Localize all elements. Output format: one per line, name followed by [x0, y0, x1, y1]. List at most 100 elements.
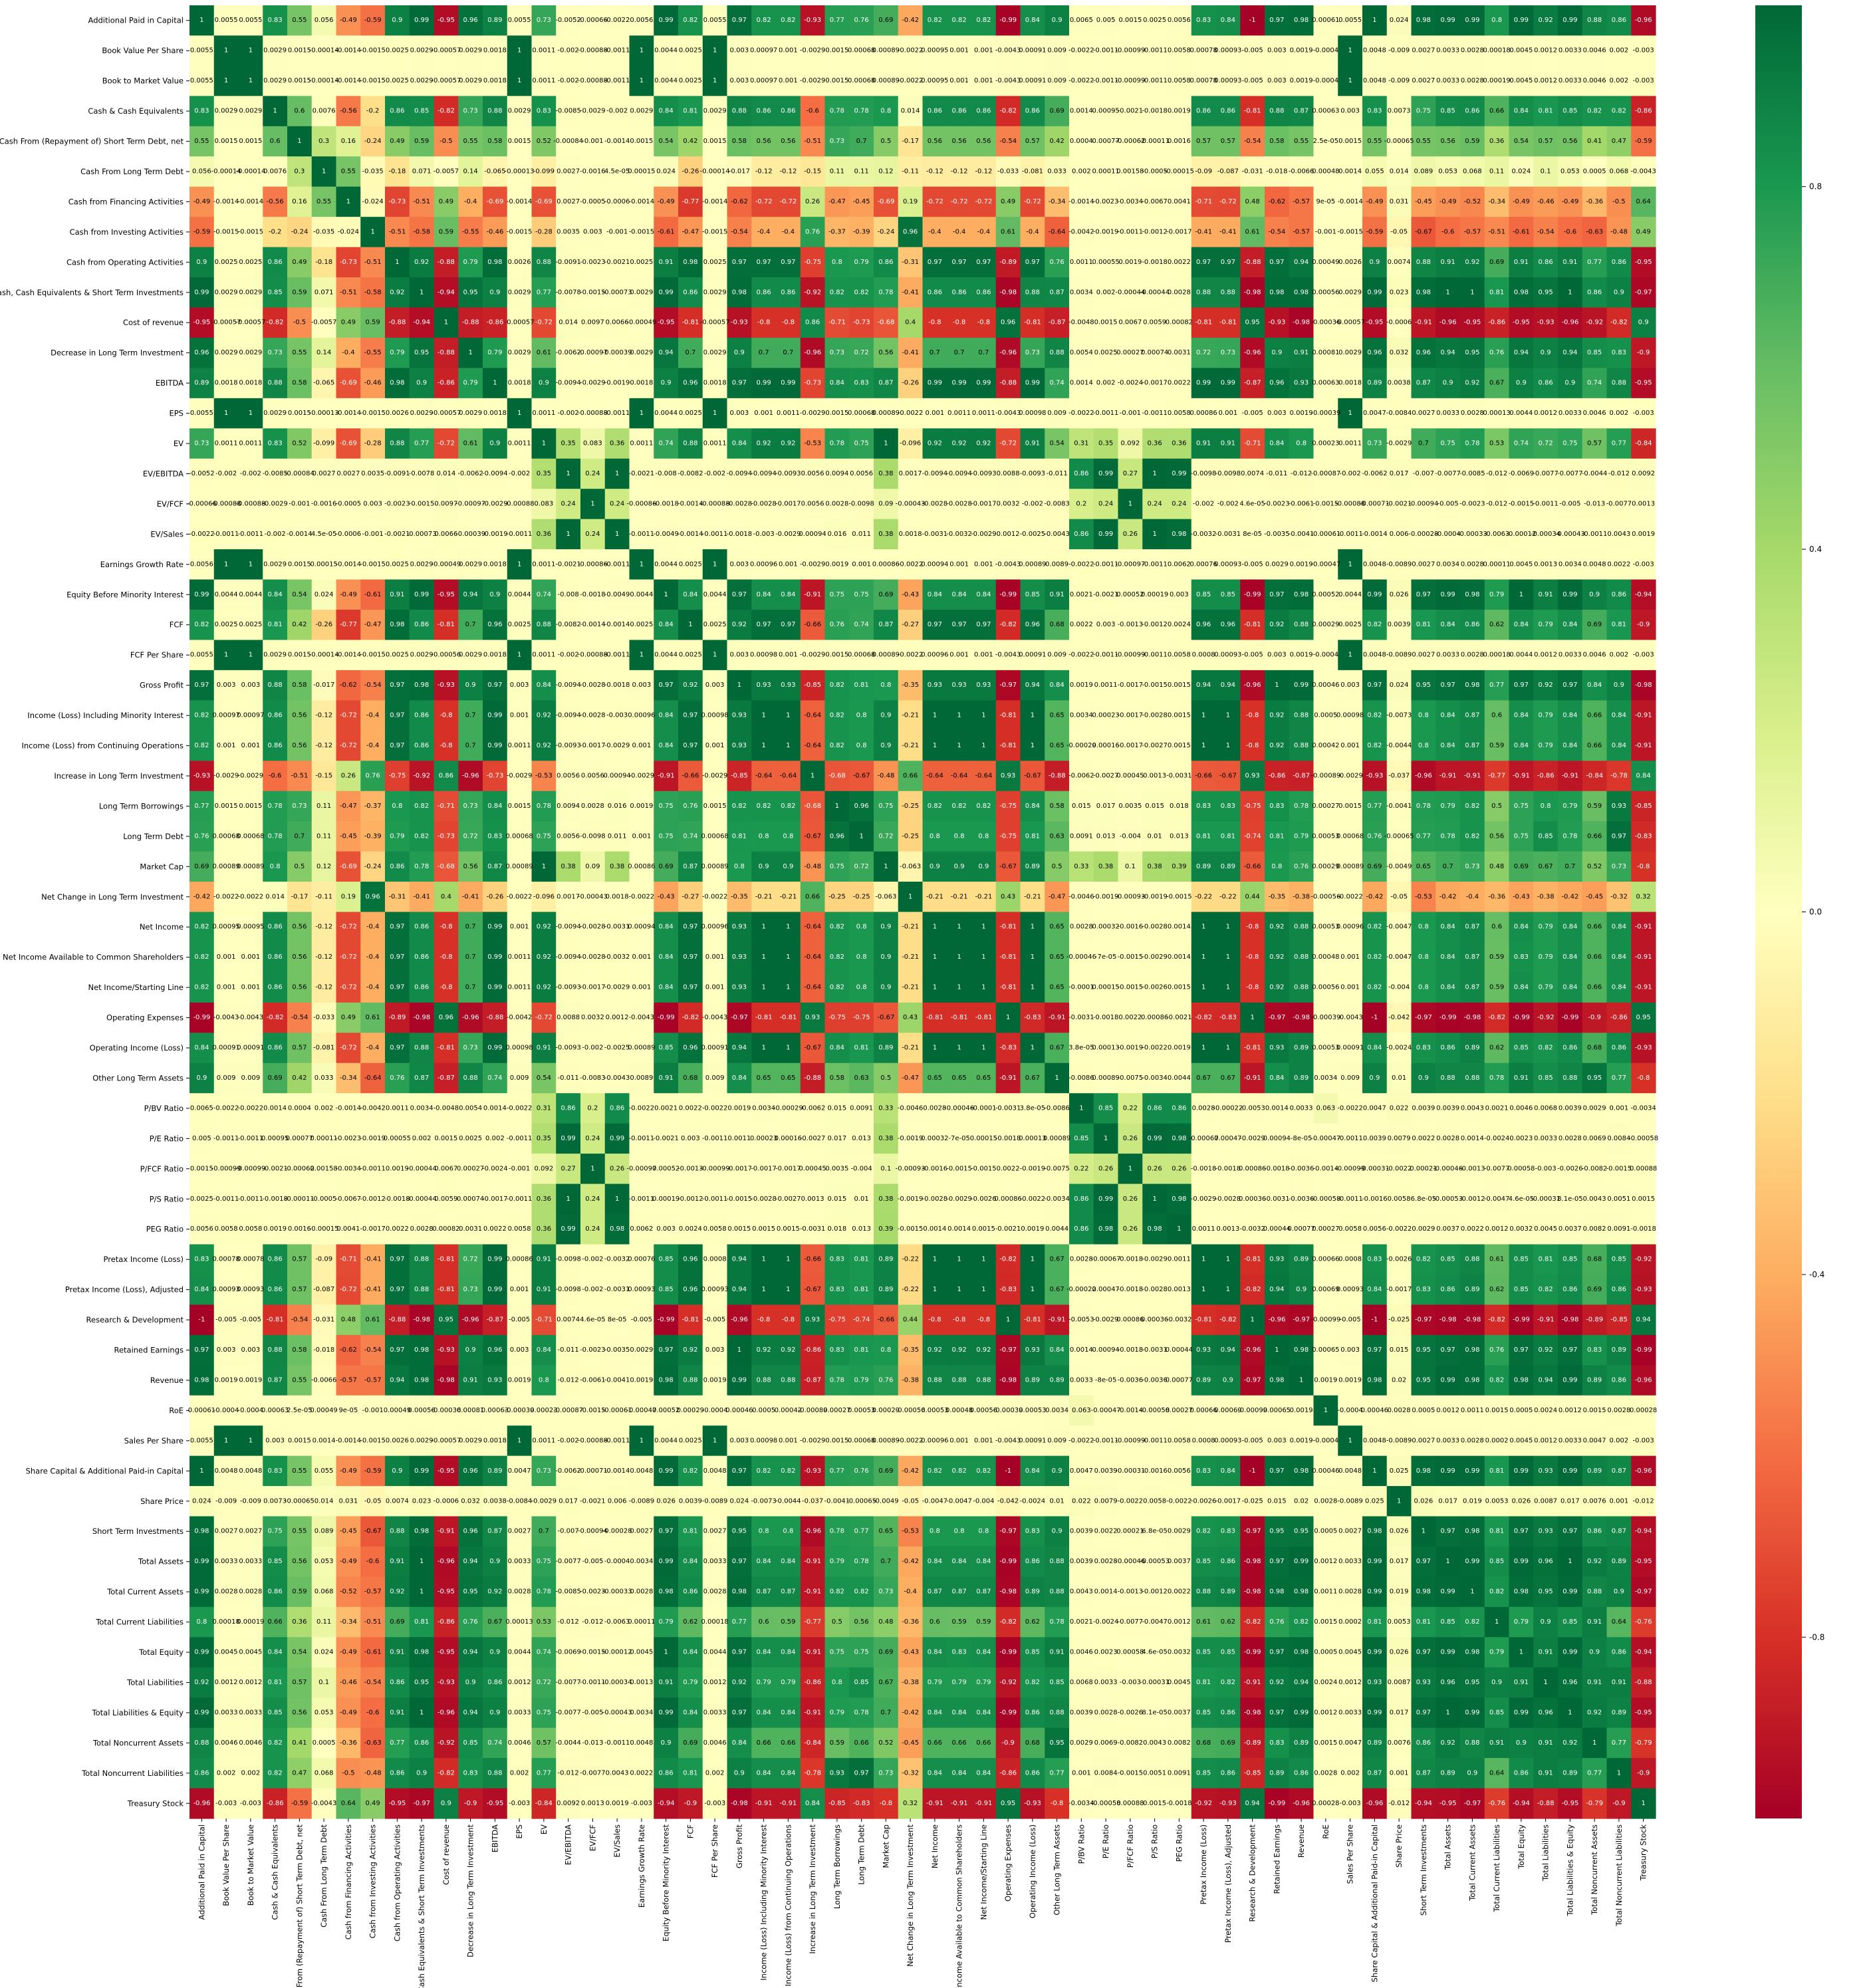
cell-value-label: 0.97: [951, 621, 966, 628]
cell-value-label: -0.0029: [800, 47, 826, 55]
cell-value-label: -0.001: [289, 500, 310, 507]
cell-value-label: 0.86: [1538, 380, 1553, 387]
cell-value-label: -0.00087: [1310, 470, 1340, 477]
cell-value-label: 0.77: [414, 440, 429, 447]
cell-value-label: 0.0097: [581, 319, 604, 326]
cell-value-label: 0.0011: [972, 410, 995, 417]
cell-value-label: 0.86: [951, 108, 966, 115]
cell-value-label: 0.16: [341, 138, 356, 145]
cell-value-label: 0.0011: [1338, 440, 1362, 447]
cell-value-label: -0.012: [1486, 470, 1507, 477]
cell-value-label: -0.0018: [727, 531, 753, 538]
cell-value-label: 0.0033: [1558, 47, 1582, 55]
cell-value-label: 0.0025: [679, 652, 702, 659]
heatmap-cell: [483, 5, 508, 37]
cell-value-label: -0.00056: [431, 652, 461, 659]
cell-value-label: -0.94: [413, 319, 430, 326]
cell-value-label: -0.00086: [626, 500, 656, 507]
cell-value-label: 0.86: [390, 108, 404, 115]
heatmap-cell: [1435, 35, 1461, 66]
cell-value-label: -0.51: [340, 289, 357, 296]
cell-value-label: 0.0046: [1583, 47, 1606, 55]
cell-value-label: 0.97: [732, 380, 747, 387]
cell-value-label: 0.00063: [1312, 380, 1339, 387]
cell-value-label: 0.54: [1514, 138, 1529, 145]
cell-value-label: -0.0011: [1142, 47, 1168, 55]
cell-value-label: -0.003: [753, 531, 775, 538]
cell-value-label: 0.81: [1612, 621, 1626, 628]
cell-value-label: 0.86: [756, 289, 771, 296]
cell-value-label: 0.85: [1221, 591, 1235, 598]
cell-value-label: 0.97: [732, 259, 747, 266]
cell-value-label: -0.18: [388, 168, 406, 175]
cell-value-label: 1: [615, 531, 619, 538]
cell-value-label: 1: [542, 440, 546, 447]
cell-value-label: 0.0029: [215, 289, 238, 296]
cell-value-label: -0.0014: [287, 531, 312, 538]
heatmap-cell: [238, 96, 263, 127]
cell-value-label: -0.0085: [1459, 470, 1485, 477]
cell-value-label: 0.78: [830, 440, 844, 447]
cell-value-label: 0.0044: [654, 560, 678, 568]
cell-value-label: 0.00029: [1312, 621, 1339, 628]
cell-value-label: 0.59: [292, 289, 307, 296]
cell-value-label: 0.97: [756, 621, 771, 628]
heatmap-cell: [1045, 65, 1070, 96]
cell-value-label: 0.0055: [190, 652, 213, 659]
cell-value-label: -0.018: [1266, 168, 1287, 175]
cell-value-label: 0.00089: [872, 77, 900, 84]
cell-value-label: -0.011: [1047, 470, 1068, 477]
cell-value-label: -0.00057: [431, 47, 461, 55]
heatmap-cell: [483, 35, 508, 66]
heatmap-cell: [1362, 65, 1388, 96]
cell-value-label: -0.2: [269, 228, 282, 235]
cell-value-label: 0.009: [1047, 652, 1066, 659]
cell-value-label: 0.0011: [532, 560, 555, 568]
cell-value-label: 0.9: [661, 380, 672, 387]
cell-value-label: 0.69: [1049, 108, 1064, 115]
cell-value-label: 0.0055: [190, 77, 213, 84]
cell-value-label: 0.55: [1416, 138, 1431, 145]
cell-value-label: -0.43: [902, 591, 919, 598]
cell-value-label: -0.77: [340, 621, 357, 628]
cell-value-label: -0.59: [193, 228, 210, 235]
cell-value-label: 0.0055: [239, 17, 262, 24]
cell-value-label: 0.0034: [1558, 560, 1582, 568]
cell-value-label: -0.0043: [995, 47, 1021, 55]
cell-value-label: 0.0025: [508, 621, 531, 628]
cell-value-label: 0.98: [1294, 289, 1308, 296]
cell-value-label: 0.59: [439, 228, 453, 235]
cell-value-label: 1: [370, 228, 374, 235]
cell-value-label: -0.0011: [1533, 500, 1558, 507]
cell-value-label: 0.96: [1269, 380, 1284, 387]
cell-value-label: -0.93: [804, 17, 821, 24]
cell-value-label: 0.83: [854, 380, 868, 387]
cell-value-label: 0.96: [1221, 621, 1235, 628]
cell-value-label: 0.97: [1269, 17, 1284, 24]
heatmap-cell: [849, 65, 874, 96]
cell-value-label: 0.76: [830, 621, 844, 628]
cell-value-label: 0.0019: [1070, 682, 1093, 689]
cell-value-label: -0.0014: [604, 621, 630, 628]
cell-value-label: -0.95: [1463, 319, 1481, 326]
cell-value-label: 0.0058: [1168, 410, 1191, 417]
cell-value-label: -0.0035: [1264, 531, 1290, 538]
cell-value-label: 0.0067: [1118, 319, 1142, 326]
cell-value-label: -0.003: [1633, 560, 1654, 568]
cell-value-label: -0.0029: [800, 410, 826, 417]
cell-value-label: -0.35: [902, 682, 919, 689]
cell-value-label: 0.95: [463, 289, 477, 296]
cell-value-label: 1: [664, 591, 668, 598]
cell-value-label: -0.0023: [1459, 500, 1485, 507]
cell-value-label: 0.0011: [703, 440, 727, 447]
cell-value-label: -0.0061: [1289, 500, 1314, 507]
cell-value-label: 0.86: [414, 712, 429, 719]
cell-value-label: -0.0015: [1509, 500, 1535, 507]
cell-value-label: 0.0076: [263, 168, 287, 175]
cell-value-label: 0.55: [1294, 138, 1308, 145]
cell-value-label: -0.0022: [898, 410, 924, 417]
cell-value-label: 1: [1348, 77, 1352, 84]
cell-value-label: 0.24: [1147, 500, 1162, 507]
heatmap-cell: [1191, 5, 1217, 37]
cell-value-label: -0.0018: [1142, 259, 1168, 266]
